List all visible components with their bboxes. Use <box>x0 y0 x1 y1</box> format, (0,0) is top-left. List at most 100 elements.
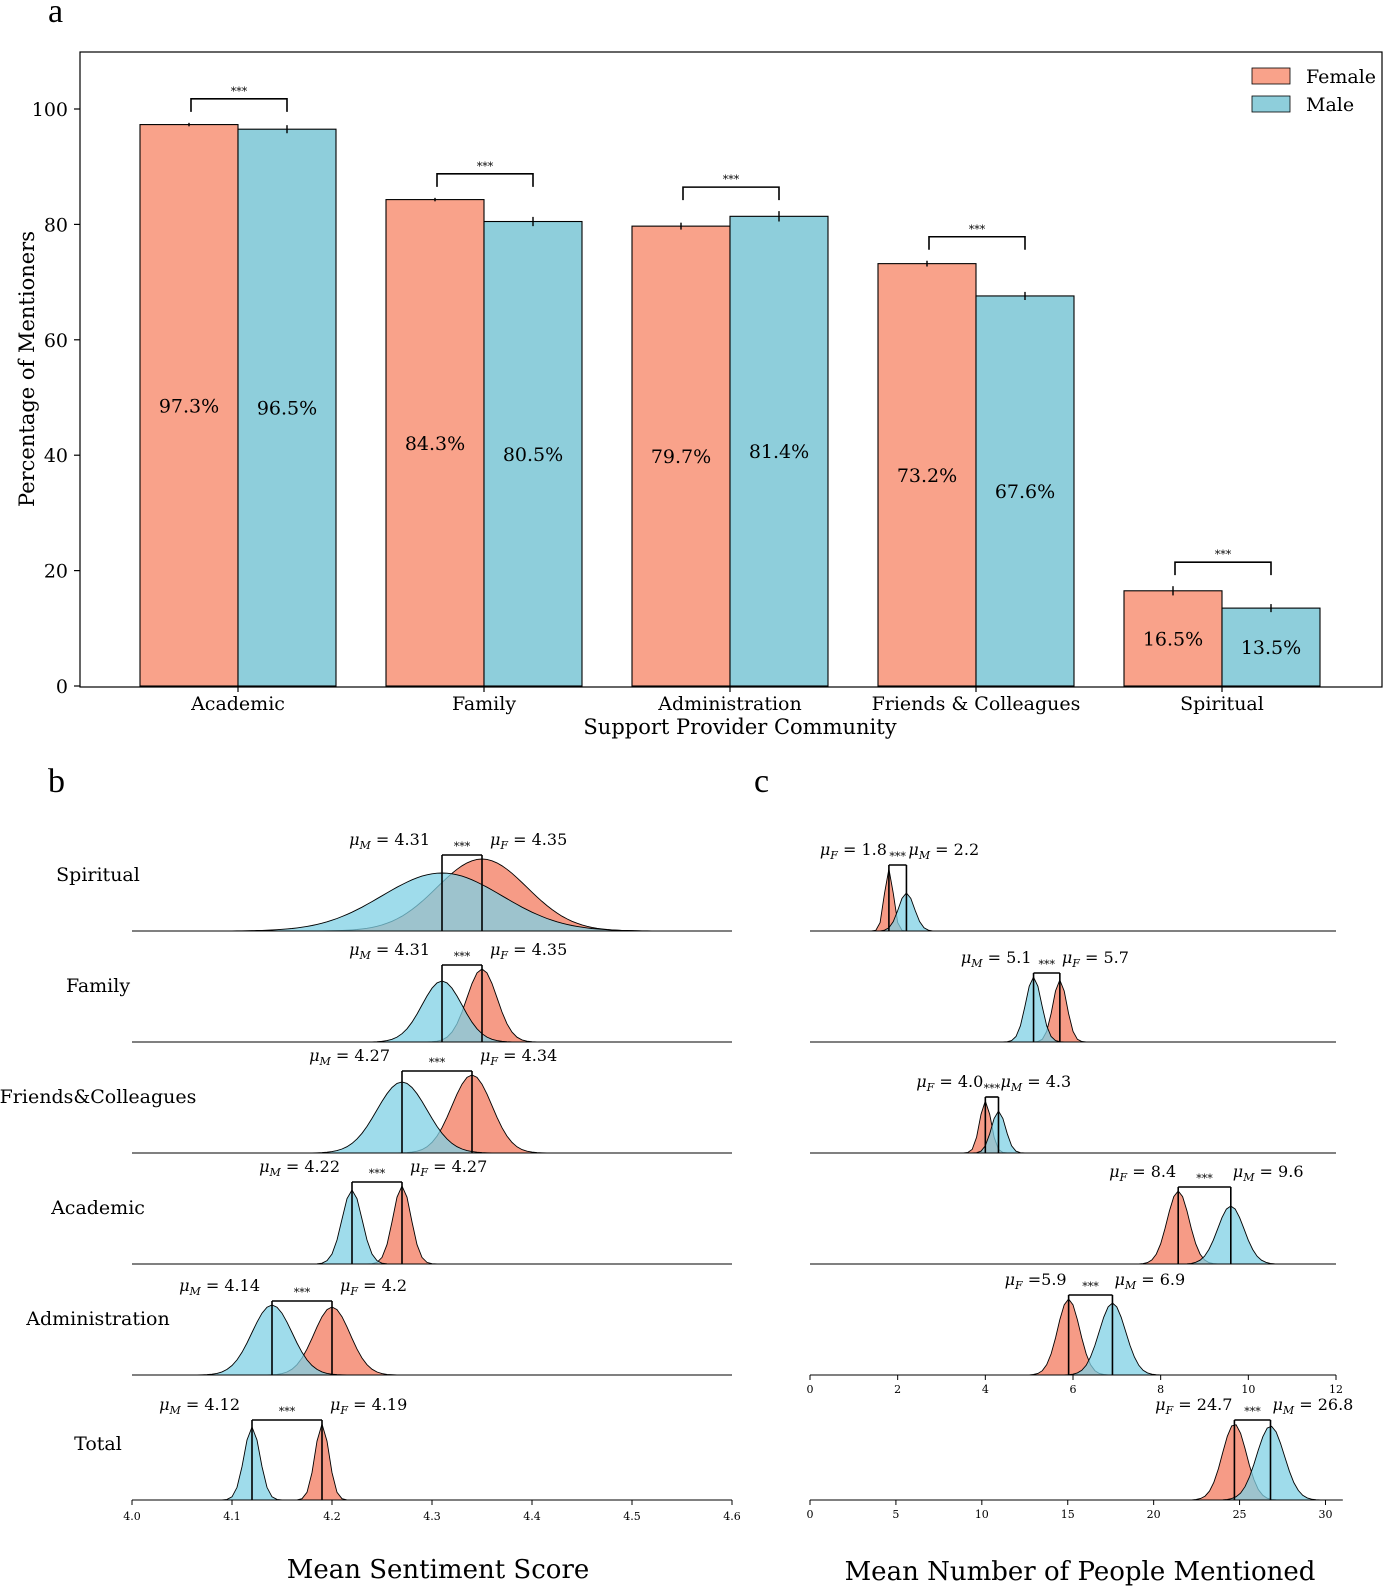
male-mean-label: μM = 4.22 <box>259 1157 340 1179</box>
y-tick-label: 60 <box>44 330 68 352</box>
x-tick-label: 6 <box>1070 1383 1077 1396</box>
x-tick-label: Family <box>452 693 516 715</box>
significance-stars: *** <box>1244 1405 1261 1418</box>
x-tick-label: 4.3 <box>423 1510 441 1523</box>
female-mean-label: μF = 4.0 <box>916 1072 983 1094</box>
male-mean-label: μM = 4.31 <box>349 830 430 852</box>
female-mean-label: μF = 4.27 <box>410 1157 487 1179</box>
ridge-row-label: Academic <box>50 1197 145 1219</box>
y-tick-label: 0 <box>56 676 68 698</box>
female-mean-label: μF = 4.35 <box>490 940 567 962</box>
x-tick-label: 20 <box>1147 1508 1161 1521</box>
x-tick-label: 4.5 <box>623 1510 641 1523</box>
x-tick-label: 4.0 <box>123 1510 141 1523</box>
density-female <box>810 1099 1336 1154</box>
panel-b-density-ridges: *** μM = 4.31 μF = 4.35 Spiritual *** μM = 4.… <box>0 830 741 1523</box>
male-mean-label: μM = 4.3 <box>1000 1072 1071 1094</box>
x-tick-label: 8 <box>1157 1383 1164 1396</box>
x-tick-label: 10 <box>975 1508 989 1521</box>
density-female <box>132 1422 732 1501</box>
y-tick-label: 40 <box>44 445 68 467</box>
male-mean-label: μM = 4.31 <box>349 940 430 962</box>
panel-c-letter: c <box>754 763 769 800</box>
male-mean-label: μM = 4.12 <box>159 1395 240 1417</box>
ridge-row-label: Spiritual <box>56 864 140 886</box>
ridge-row-1: ***μF = 1.8 μM = 2.2 <box>810 840 1336 932</box>
female-mean-label: μF =5.9 <box>1005 1270 1067 1292</box>
male-mean-label: μM = 26.8 <box>1272 1395 1353 1417</box>
bar-female <box>1123 590 1223 687</box>
density-male <box>132 1304 732 1376</box>
ridge-row-3: ***μF = 4.0 μM = 4.3 <box>810 1072 1336 1154</box>
significance-stars: *** <box>429 1056 446 1069</box>
significance-stars: *** <box>1215 548 1232 561</box>
ridge-row-friends&colleagues: *** μM = 4.27 μF = 4.34 Friends&Colleagues <box>0 1046 732 1154</box>
ridge-row-administration: *** μM = 4.14 μF = 4.2 Administration <box>25 1276 732 1376</box>
male-mean-label: μM = 6.9 <box>1114 1270 1185 1292</box>
significance-bracket <box>190 98 288 112</box>
density-male <box>132 1189 732 1265</box>
male-mean-label: μM = 4.14 <box>179 1276 260 1298</box>
significance-stars: *** <box>1196 1172 1213 1185</box>
significance-bracket <box>436 173 534 187</box>
panel-c-density-ridges: ***μF = 1.8 μM = 2.2***μM = 5.1 μF = 5.7**… <box>807 840 1354 1521</box>
ridge-row-label: Family <box>66 975 130 997</box>
bar-female <box>385 199 485 687</box>
male-mean-label: μM = 2.2 <box>908 840 979 862</box>
significance-stars: *** <box>889 850 906 863</box>
density-male <box>810 1205 1336 1265</box>
ridge-row-label: Administration <box>25 1308 169 1330</box>
data-label-female: 84.3% <box>405 433 465 455</box>
density-male <box>810 892 1336 932</box>
data-label-female: 16.5% <box>1143 628 1203 650</box>
female-mean-label: μF = 1.8 <box>820 840 887 862</box>
density-male <box>810 975 1336 1043</box>
x-tick-label: Friends & Colleagues <box>872 693 1081 715</box>
significance-stars: *** <box>1038 958 1055 971</box>
x-tick-label: 0 <box>807 1508 814 1521</box>
bar-male <box>729 215 829 687</box>
data-label-male: 81.4% <box>749 441 809 463</box>
x-axis: Academic Family Administration Friends & Co… <box>190 686 1264 715</box>
y-tick-label: 20 <box>44 561 68 583</box>
panel-c-x-axis-label: Mean Number of People Mentioned <box>845 1557 1316 1586</box>
bar-female <box>631 225 731 687</box>
female-mean-label: μF = 4.19 <box>330 1395 407 1417</box>
y-axis-label: Percentage of Mentioners <box>15 231 39 507</box>
significance-stars: *** <box>454 950 471 963</box>
significance-stars: *** <box>477 160 494 173</box>
significance-stars: *** <box>369 1167 386 1180</box>
legend-male-swatch <box>1251 95 1291 113</box>
y-tick-label: 100 <box>32 99 68 121</box>
ridge-row-2: *** μM = 5.1 μF = 5.7 <box>810 948 1336 1043</box>
density-male <box>132 980 732 1043</box>
x-tick-label: 5 <box>892 1508 899 1521</box>
density-female <box>132 1306 732 1376</box>
density-female <box>810 1298 1336 1376</box>
panel-a-frame <box>79 51 1383 688</box>
bar-male <box>1221 607 1321 687</box>
x-tick-label: Academic <box>190 693 285 715</box>
ridge-row-academic: *** μM = 4.22 μF = 4.27 Academic <box>50 1157 732 1265</box>
ridge-row-label: Total <box>74 1433 122 1455</box>
significance-stars: *** <box>969 223 986 236</box>
data-label-male: 96.5% <box>257 398 317 420</box>
panel-a-letter: a <box>48 0 63 30</box>
ridge-row-4: *** μF = 8.4 μM = 9.6 <box>810 1162 1336 1265</box>
x-tick-label: 4 <box>982 1383 989 1396</box>
x-tick-label: Administration <box>657 693 801 715</box>
density-male <box>132 1425 732 1501</box>
x-tick-label: 4.2 <box>323 1510 341 1523</box>
bar-male <box>483 220 583 687</box>
ridge-row-family: *** μM = 4.31 μF = 4.35 Family <box>66 940 732 1043</box>
male-mean-label: μM = 4.27 <box>309 1046 390 1068</box>
significance-bracket <box>1174 561 1272 576</box>
x-tick-label: 4.4 <box>523 1510 541 1523</box>
panel-b-letter: b <box>48 763 65 800</box>
density-female <box>810 1190 1336 1265</box>
female-mean-label: μF = 5.7 <box>1062 948 1129 970</box>
significance-bracket <box>928 235 1026 250</box>
female-mean-label: μF = 4.34 <box>480 1046 557 1068</box>
ridge-row-5: *** μF =5.9 μM = 6.9 0 2 4 6 8 10 12 <box>807 1270 1344 1396</box>
